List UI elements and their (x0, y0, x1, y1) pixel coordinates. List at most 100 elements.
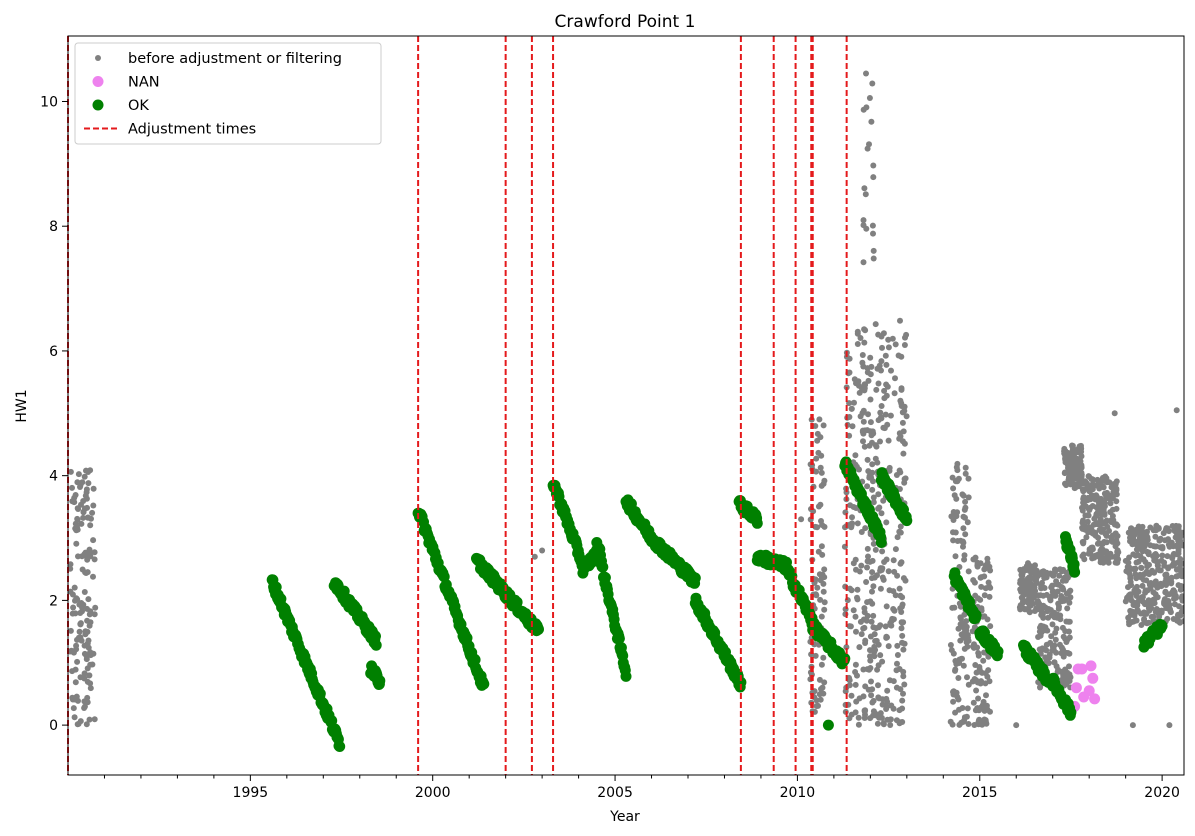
scatter-point (875, 662, 882, 669)
ok-point (613, 633, 625, 644)
scatter-point (875, 694, 882, 701)
scatter-point (78, 520, 85, 527)
ok-segment (1138, 618, 1168, 653)
scatter-point (949, 721, 956, 728)
scatter-point (858, 562, 865, 569)
scatter-point (891, 390, 898, 397)
scatter-point (860, 625, 867, 632)
scatter-point (821, 679, 828, 686)
scatter-point (1134, 606, 1141, 613)
scatter-point (81, 473, 88, 480)
scatter-point (1033, 578, 1040, 585)
scatter-point (975, 652, 982, 659)
scatter-point (73, 527, 80, 534)
scatter-band (1079, 473, 1122, 566)
scatter-point (818, 543, 825, 550)
scatter-point (817, 464, 824, 471)
scatter-point (854, 672, 860, 679)
scatter-band (1061, 442, 1085, 492)
scatter-point (978, 574, 985, 581)
scatter-point (1146, 607, 1153, 614)
scatter-point (1049, 647, 1056, 654)
scatter-point (965, 494, 972, 501)
scatter-point (1165, 565, 1172, 572)
scatter-point (87, 661, 94, 668)
scatter-point (897, 523, 904, 530)
ok-point (620, 670, 632, 682)
scatter-point (81, 705, 88, 711)
scatter-point (812, 423, 819, 429)
ok-segment (365, 660, 386, 690)
scatter-point (853, 698, 860, 705)
scatter-point (954, 538, 961, 544)
scatter-point (86, 611, 93, 618)
scatter-point (983, 692, 989, 699)
scatter-point (962, 514, 968, 521)
scatter-point (870, 255, 877, 262)
scatter-point (85, 596, 92, 603)
scatter-point (1146, 571, 1153, 578)
scatter-point (850, 607, 857, 614)
scatter-point (987, 708, 993, 715)
scatter-point (1066, 618, 1073, 625)
scatter-point (818, 452, 825, 459)
scatter-point (975, 595, 981, 602)
scatter-point (1112, 559, 1119, 566)
scatter-point (870, 624, 877, 631)
ok-segment (733, 495, 763, 529)
scatter-point (878, 415, 885, 422)
scatter-point (973, 677, 980, 684)
scatter-point (1083, 534, 1090, 541)
scatter-point (861, 443, 868, 450)
scatter-point (817, 696, 824, 703)
scatter-point (987, 584, 994, 591)
scatter-point (1031, 567, 1038, 573)
scatter-point (958, 719, 965, 726)
scatter-point (863, 225, 870, 232)
scatter-band (841, 317, 910, 728)
ok-point (469, 654, 481, 666)
scatter-point (1160, 530, 1167, 537)
legend-marker-swatch (95, 55, 101, 61)
scatter-point (846, 369, 853, 376)
scatter-point (864, 145, 871, 152)
y-tick-label: 0 (49, 718, 58, 734)
scatter-point (886, 677, 893, 684)
x-axis-label: Year (609, 809, 640, 825)
scatter-point (1072, 469, 1079, 476)
scatter-point (83, 721, 90, 728)
scatter-band (1016, 560, 1041, 616)
scatter-point (1164, 553, 1171, 560)
scatter-point (974, 563, 981, 570)
scatter-point (971, 579, 978, 586)
scatter-point (1165, 528, 1172, 535)
scatter-point (965, 681, 972, 688)
scatter-point (1037, 592, 1044, 599)
scatter-point (902, 577, 909, 584)
scatter-point (957, 621, 964, 628)
scatter-point (867, 715, 874, 722)
scatter-point (79, 479, 86, 486)
scatter-point (842, 606, 849, 613)
scatter-point (1042, 654, 1049, 661)
scatter-point (958, 655, 965, 662)
scatter-point (1153, 525, 1159, 532)
scatter-point (865, 377, 872, 384)
ok-point (275, 593, 287, 605)
data-point (1013, 722, 1020, 729)
scatter-point (1127, 538, 1133, 545)
scatter-point (83, 656, 90, 663)
scatter-point (84, 605, 90, 612)
scatter-point (870, 612, 877, 619)
scatter-point (855, 714, 862, 721)
scatter-point (1170, 552, 1176, 559)
scatter-point (1056, 641, 1063, 648)
scatter-point (81, 505, 88, 512)
scatter-point (882, 352, 889, 359)
scatter-point (1135, 542, 1141, 549)
scatter-point (897, 469, 904, 476)
y-tick-label: 10 (40, 94, 58, 110)
scatter-point (892, 546, 899, 553)
scatter-point (1081, 556, 1088, 563)
scatter-point (853, 566, 859, 573)
